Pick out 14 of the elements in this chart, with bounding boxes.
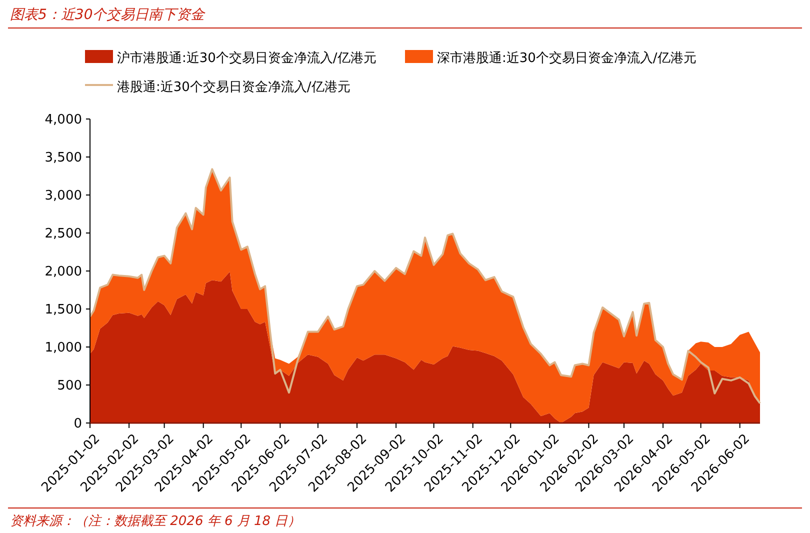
y-tick-label: 2,000 bbox=[44, 264, 82, 280]
y-tick-label: 3,000 bbox=[44, 188, 82, 204]
y-tick-label: 2,500 bbox=[44, 226, 82, 242]
legend-label: 沪市港股通:近30个交易日资金净流入/亿港元 bbox=[117, 50, 376, 66]
y-tick-label: 3,500 bbox=[44, 150, 82, 166]
chart-title: 图表5：近30个交易日南下资金 bbox=[10, 7, 206, 23]
legend-label: 深市港股通:近30个交易日资金净流入/亿港元 bbox=[437, 50, 696, 66]
text: 资料来源：（注：数据截至 2026 年 6 月 18 日） bbox=[10, 514, 301, 529]
legend-label: 港股通:近30个交易日资金净流入/亿港元 bbox=[117, 79, 350, 95]
y-tick-label: 0 bbox=[74, 416, 82, 432]
y-tick-label: 4,000 bbox=[44, 112, 82, 128]
y-tick-label: 1,000 bbox=[44, 340, 82, 356]
y-tick-label: 500 bbox=[57, 378, 82, 394]
y-tick-label: 1,500 bbox=[44, 302, 82, 318]
